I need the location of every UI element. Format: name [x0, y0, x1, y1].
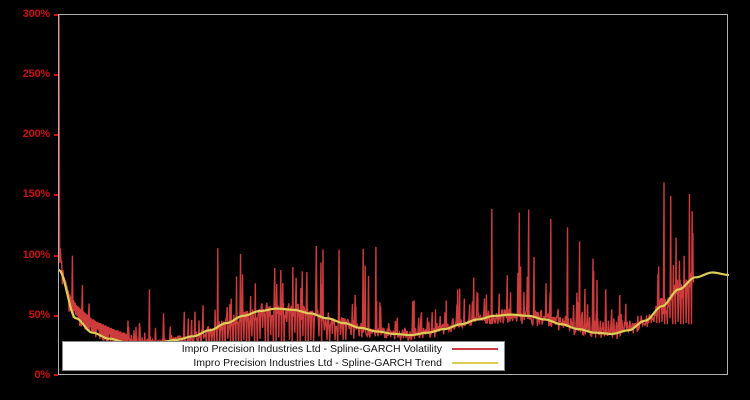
y-tick-label-200: 200%	[22, 128, 51, 140]
legend-entry-volatility: Impro Precision Industries Ltd - Spline-…	[63, 342, 504, 356]
y-tick-label-50: 50%	[28, 309, 51, 321]
y-tick-mark-250	[54, 74, 58, 76]
y-tick-label-100: 100%	[22, 249, 51, 261]
legend-swatch-trend	[452, 362, 498, 364]
trend-series	[59, 269, 729, 345]
y-tick-mark-300	[54, 14, 58, 16]
legend-entry-trend: Impro Precision Industries Ltd - Spline-…	[63, 356, 504, 370]
chart-canvas	[59, 15, 729, 349]
legend-label-volatility: Impro Precision Industries Ltd - Spline-…	[181, 343, 442, 355]
chart-legend: Impro Precision Industries Ltd - Spline-…	[62, 341, 505, 371]
trend-line	[59, 269, 729, 345]
y-tick-mark-200	[54, 134, 58, 136]
y-tick-mark-0	[54, 374, 58, 376]
plot-area	[58, 14, 729, 375]
y-tick-mark-50	[54, 315, 58, 317]
legend-swatch-volatility	[452, 348, 498, 350]
volatility-line	[59, 15, 695, 349]
y-tick-label-250: 250%	[22, 68, 51, 80]
y-tick-label-300: 300%	[22, 8, 51, 20]
y-tick-label-0: 0%	[34, 369, 51, 381]
legend-label-trend: Impro Precision Industries Ltd - Spline-…	[193, 357, 442, 369]
y-tick-mark-150	[54, 194, 58, 196]
y-tick-mark-100	[54, 255, 58, 257]
y-tick-label-150: 150%	[22, 188, 51, 200]
volatility-series	[59, 15, 695, 349]
